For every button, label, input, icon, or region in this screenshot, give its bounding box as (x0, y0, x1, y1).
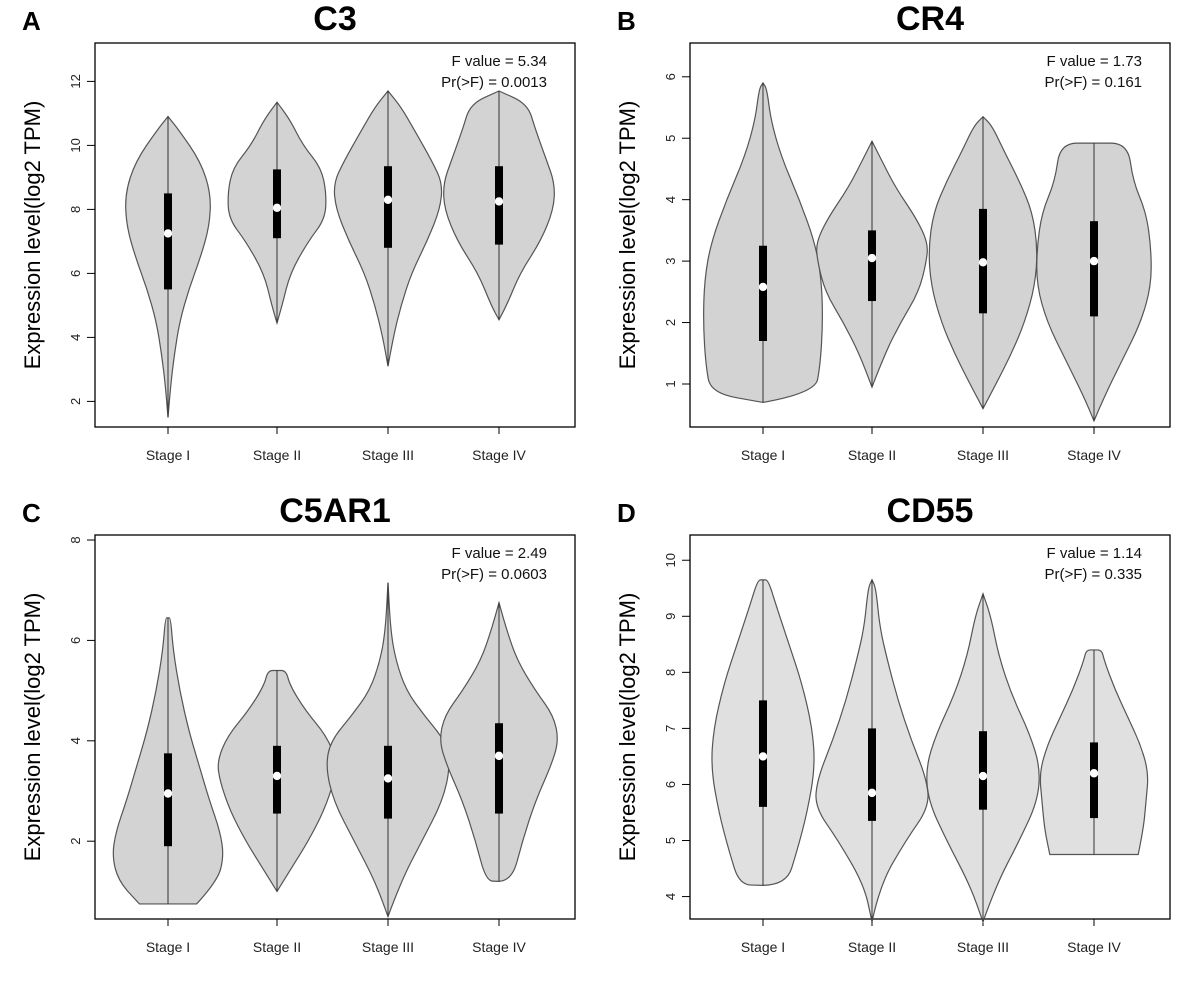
y-axis-label: Expression level(log2 TPM) (615, 101, 640, 370)
panel-c3: A C3 Expression level(log2 TPM) 2 4 6 8 10 12 Sta… (0, 0, 590, 491)
violin-chart-svg: D CD55 Expression level(log2 TPM) 4 5 6 7 8 9 10 S… (615, 492, 1171, 955)
violin-iqr-box (979, 731, 987, 810)
violin-median-point (494, 751, 504, 761)
violin-median-point (978, 258, 988, 267)
y-axis-label: Expression level(log2 TPM) (20, 101, 45, 370)
f-value-text: F value = 1.14 (1047, 545, 1142, 562)
x-tick-label: Stage I (146, 939, 190, 955)
y-tick-label: 5 (663, 135, 678, 142)
y-tick-label: 10 (68, 138, 83, 152)
panel-cr4: B CR4 Expression level(log2 TPM) 1 2 3 4 5 6 Stag… (595, 0, 1181, 491)
y-tick-label: 6 (663, 73, 678, 80)
panel-letter: B (617, 6, 636, 36)
y-tick-label: 2 (68, 398, 83, 405)
violin-median-point (758, 282, 768, 292)
panel-cd55: D CD55 Expression level(log2 TPM) 4 5 6 7 8 9 10 S… (595, 492, 1181, 983)
violin-median-point (1089, 256, 1099, 266)
violin-iqr-box (759, 245, 767, 341)
plot-frame (94, 534, 576, 920)
plot-frame (94, 42, 576, 428)
x-tick-label: Stage I (741, 939, 785, 955)
violin-median-point (383, 774, 393, 783)
x-tick-label: Stage IV (472, 939, 526, 955)
p-value-text: Pr(>F) = 0.0603 (441, 566, 547, 583)
y-tick-label: 12 (68, 74, 83, 88)
y-tick-label: 9 (663, 613, 678, 620)
x-tick-label: Stage IV (1067, 939, 1121, 955)
x-tick-label: Stage III (362, 447, 414, 463)
violin-median-point (163, 229, 173, 238)
panel-letter: A (22, 6, 41, 36)
violin-median-point (867, 253, 877, 263)
x-tick-label: Stage II (848, 447, 896, 463)
y-tick-label: 7 (663, 725, 678, 732)
x-tick-label: Stage II (848, 939, 896, 955)
violin-iqr-box (164, 193, 172, 290)
violin-iqr-box (164, 753, 172, 847)
violin-median-point (272, 203, 282, 212)
y-tick-label: 10 (663, 553, 678, 567)
y-tick-label: 4 (68, 737, 83, 744)
p-value-text: Pr(>F) = 0.335 (1044, 566, 1142, 583)
violin-median-point (494, 197, 504, 206)
x-tick-label: Stage II (253, 447, 301, 463)
y-axis-label: Expression level(log2 TPM) (20, 593, 45, 862)
y-tick-label: 2 (68, 838, 83, 845)
chart-title: C3 (313, 0, 356, 38)
x-tick-label: Stage IV (472, 447, 526, 463)
f-value-text: F value = 5.34 (452, 53, 547, 70)
violin-iqr-box (495, 723, 503, 814)
x-tick-label: Stage IV (1067, 447, 1121, 463)
x-tick-label: Stage II (253, 939, 301, 955)
y-tick-label: 1 (663, 380, 678, 387)
violin-iqr-box (1090, 221, 1098, 317)
y-tick-label: 6 (68, 637, 83, 644)
x-tick-label: Stage I (741, 447, 785, 463)
p-value-text: Pr(>F) = 0.161 (1044, 74, 1142, 91)
violin-median-point (272, 771, 282, 781)
y-axis-label: Expression level(log2 TPM) (615, 593, 640, 862)
violin-chart-svg: B CR4 Expression level(log2 TPM) 1 2 3 4 5 6 Stag… (615, 0, 1171, 463)
violin-chart-svg: C C5AR1 Expression level(log2 TPM) 2 4 6 8 Stag… (20, 492, 576, 955)
y-tick-label: 8 (68, 536, 83, 543)
chart-title: CR4 (896, 0, 964, 38)
x-tick-label: Stage III (957, 447, 1009, 463)
y-tick-label: 6 (663, 781, 678, 788)
violin-median-point (163, 789, 173, 798)
violin-iqr-box (868, 230, 876, 302)
x-tick-label: Stage III (362, 939, 414, 955)
chart-title: C5AR1 (279, 492, 390, 530)
chart-title: CD55 (887, 492, 974, 530)
panel-letter: C (22, 498, 41, 528)
f-value-text: F value = 1.73 (1047, 53, 1142, 70)
panel-letter: D (617, 498, 636, 528)
violin-median-point (758, 752, 768, 761)
x-tick-label: Stage I (146, 447, 190, 463)
plot-frame (689, 42, 1171, 428)
violin-chart-svg: A C3 Expression level(log2 TPM) 2 4 6 8 10 12 Sta… (20, 0, 576, 463)
y-tick-label: 3 (663, 257, 678, 264)
violin-iqr-box (384, 166, 392, 248)
y-tick-label: 4 (663, 196, 678, 203)
y-tick-label: 4 (663, 893, 678, 900)
violin-iqr-box (1090, 742, 1098, 819)
panel-c5ar1: C C5AR1 Expression level(log2 TPM) 2 4 6 8 Stag… (0, 492, 590, 983)
violin-median-point (383, 195, 393, 204)
x-tick-label: Stage III (957, 939, 1009, 955)
violin-median-point (1089, 769, 1099, 778)
f-value-text: F value = 2.49 (452, 545, 547, 562)
violin-iqr-box (868, 728, 876, 821)
y-tick-label: 8 (68, 206, 83, 213)
violin-median-point (978, 771, 988, 781)
violin-median-point (867, 788, 877, 798)
y-tick-label: 4 (68, 334, 83, 341)
y-tick-label: 8 (663, 669, 678, 676)
y-tick-label: 6 (68, 270, 83, 277)
y-tick-label: 5 (663, 837, 678, 844)
p-value-text: Pr(>F) = 0.0013 (441, 74, 547, 91)
y-tick-label: 2 (663, 319, 678, 326)
plot-frame (689, 534, 1171, 920)
